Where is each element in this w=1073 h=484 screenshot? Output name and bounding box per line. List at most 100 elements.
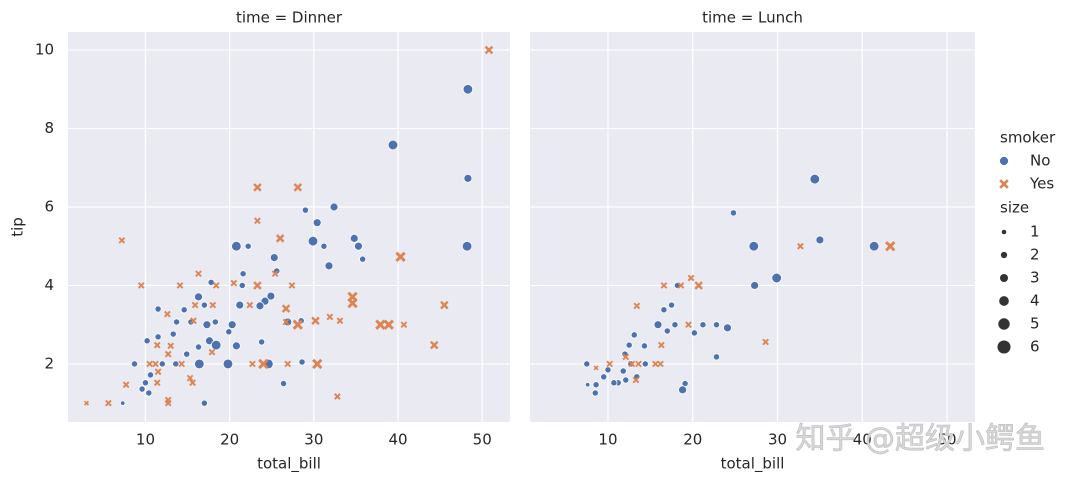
x-tick-label: 20 <box>220 431 239 449</box>
scatter-point <box>154 305 162 313</box>
scatter-point <box>153 379 161 387</box>
scatter-point <box>169 330 177 338</box>
x-tick-label: 30 <box>768 431 787 449</box>
scatter-point <box>288 282 296 289</box>
legend-label: 3 <box>1030 269 1040 287</box>
scatter-point <box>600 373 608 381</box>
x-tick-label: 50 <box>473 431 492 449</box>
scatter-point <box>336 317 344 325</box>
scatter-point <box>712 321 721 329</box>
scatter-point <box>158 360 166 368</box>
scatter-point <box>809 173 821 185</box>
scatter-point <box>320 242 328 250</box>
scatter-point <box>225 328 233 336</box>
scatter-point <box>180 306 188 314</box>
scatter-point <box>640 342 648 350</box>
scatter-point <box>227 320 237 330</box>
plot-background <box>68 32 510 422</box>
scatter-point <box>484 45 494 55</box>
y-tick-label: 8 <box>44 119 54 137</box>
scatter-point <box>153 341 161 349</box>
scatter-point <box>122 381 130 389</box>
scatter-point <box>301 206 309 214</box>
legend-label: 6 <box>1030 338 1040 356</box>
scatter-point <box>762 338 769 346</box>
scatter-point <box>593 365 599 371</box>
scatter-point <box>298 358 306 366</box>
scatter-point <box>178 360 186 368</box>
scatter-point <box>354 241 363 251</box>
y-tick-label: 6 <box>44 197 54 215</box>
scatter-point <box>712 353 721 361</box>
scatter-point <box>118 236 126 244</box>
scatter-point <box>591 389 599 397</box>
scatter-point <box>230 279 238 287</box>
scatter-point <box>584 382 591 388</box>
legend-size-marker <box>997 340 1011 354</box>
scatter-point <box>137 282 145 289</box>
scatter-point <box>387 139 399 151</box>
scatter-point <box>635 360 642 368</box>
scatter-point <box>194 292 203 302</box>
scatter-point <box>145 389 153 397</box>
legend-size-marker <box>999 296 1009 306</box>
scatter-point <box>311 316 320 326</box>
scatter-point <box>231 240 242 252</box>
scatter-point <box>146 371 155 379</box>
scatter-point <box>271 270 279 278</box>
scatter-point <box>283 317 293 327</box>
scatter-point <box>622 353 630 361</box>
scatter-point <box>190 317 197 325</box>
scatter-point <box>163 310 171 318</box>
scatter-point <box>685 321 692 329</box>
scatter-point <box>164 399 172 407</box>
scatter-point <box>138 385 146 393</box>
scatter-point <box>359 255 367 263</box>
scatter-point <box>173 318 181 326</box>
x-tick-label: 40 <box>853 431 872 449</box>
scatter-point <box>885 241 896 252</box>
x-tick-label: 50 <box>937 431 956 449</box>
x-tick-label: 30 <box>304 431 323 449</box>
scatter-point <box>307 235 319 247</box>
scatter-point <box>815 235 825 245</box>
scatter-point <box>641 360 649 368</box>
legend-label: 1 <box>1030 223 1040 241</box>
scatter-point <box>663 327 671 335</box>
scatter-point <box>152 360 159 368</box>
scatter-point <box>334 393 341 400</box>
scatter-point <box>699 321 707 329</box>
scatter-point <box>249 360 256 368</box>
legend-marker <box>999 179 1009 189</box>
scatter-point <box>183 350 191 358</box>
legend-label: 2 <box>1030 246 1040 264</box>
scatter-point <box>105 399 112 407</box>
scatter-point <box>191 301 199 309</box>
scatter-point <box>723 323 732 333</box>
scatter-point <box>282 318 290 326</box>
scatter-point <box>463 173 473 183</box>
legend-size-marker <box>998 318 1010 330</box>
legend-label: 5 <box>1030 315 1040 333</box>
scatter-point <box>246 301 254 309</box>
scatter-point <box>195 270 202 278</box>
legend-label: Yes <box>1029 175 1054 193</box>
scatter-point <box>658 341 665 349</box>
scatter-point <box>279 379 288 388</box>
panel-title: time = Dinner <box>236 9 343 27</box>
scatter-point <box>429 340 439 350</box>
scatter-point <box>235 300 245 310</box>
scatter-point <box>222 358 234 370</box>
y-axis-label: tip <box>9 217 27 237</box>
scatter-point <box>324 261 334 271</box>
scatter-point <box>400 321 408 329</box>
scatter-point <box>146 360 154 368</box>
scatter-point <box>208 348 216 356</box>
scatter-point <box>254 217 261 225</box>
scatter-point <box>253 183 262 192</box>
scatter-point <box>194 358 205 370</box>
scatter-point <box>462 84 474 95</box>
scatter-point <box>677 282 685 289</box>
scatter-point <box>592 381 600 389</box>
